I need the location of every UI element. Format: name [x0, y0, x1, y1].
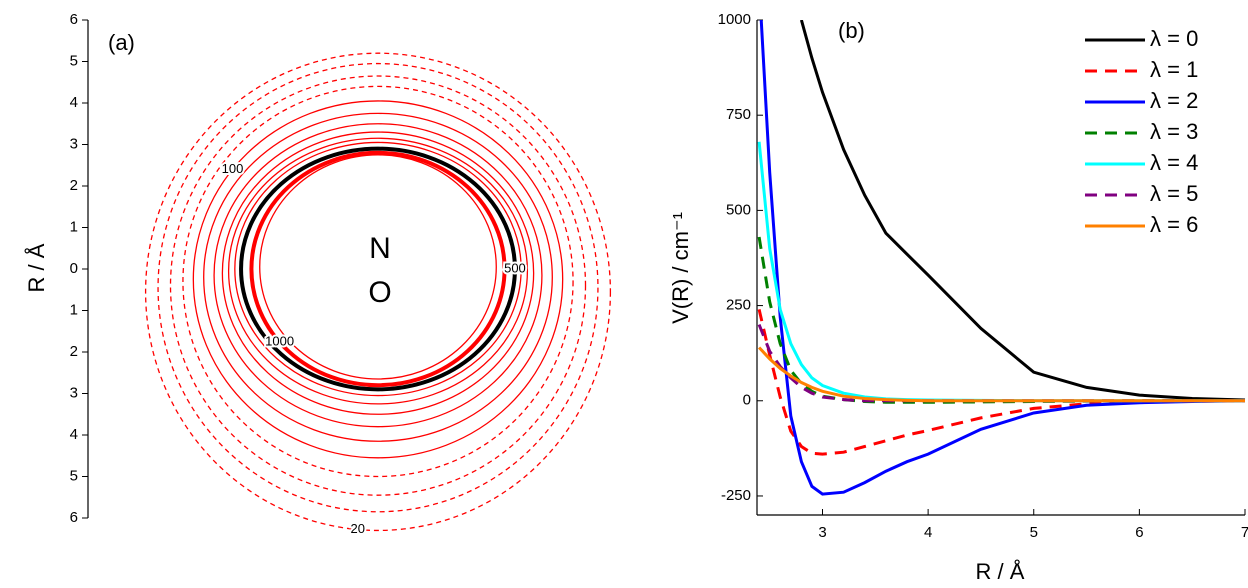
contour-line: [259, 154, 497, 380]
panel-label: (b): [838, 18, 865, 43]
series-line: [759, 20, 1246, 496]
x-tick-label: 7: [1241, 524, 1248, 541]
legend-label: λ = 0: [1150, 26, 1198, 51]
y-tick-label: 5: [70, 467, 78, 484]
contour-line: [144, 52, 612, 532]
y-tick-label: 1: [70, 218, 78, 235]
center-label: N: [369, 232, 391, 265]
y-tick-label: 3: [70, 384, 78, 401]
contour-label: 1000: [265, 334, 294, 349]
legend-label: λ = 2: [1150, 88, 1198, 113]
contour-line: [234, 141, 522, 397]
y-tick-label: 250: [726, 297, 751, 314]
center-label: O: [368, 276, 391, 309]
y-tick-label: 0: [743, 392, 751, 409]
y-tick-label: 6: [70, 11, 78, 28]
y-tick-label: 4: [70, 426, 78, 443]
contour-line: [203, 112, 553, 442]
x-axis-label: R / Å: [976, 559, 1025, 584]
y-tick-label: 1: [70, 301, 78, 318]
contour-line: [249, 150, 507, 388]
y-tick-label: 3: [70, 135, 78, 152]
y-tick-label: 5: [70, 52, 78, 69]
y-axis-label: V(R) / cm⁻¹: [668, 212, 693, 324]
legend-label: λ = 1: [1150, 57, 1198, 82]
contour-label: 100: [222, 161, 244, 176]
panel-label: (a): [108, 30, 135, 55]
legend-label: λ = 3: [1150, 119, 1198, 144]
series-line: [799, 20, 1246, 402]
y-tick-label: 0: [70, 260, 78, 277]
y-axis-label: R / Å: [24, 243, 49, 292]
contour-line: [192, 100, 564, 459]
y-tick-label: 4: [70, 94, 78, 111]
y-tick-label: 1000: [718, 11, 751, 28]
x-tick-label: 3: [818, 524, 826, 541]
contour-line: [221, 131, 535, 415]
legend-label: λ = 5: [1150, 181, 1198, 206]
series-line: [757, 309, 1246, 456]
legend-label: λ = 4: [1150, 150, 1198, 175]
x-tick-label: 6: [1135, 524, 1143, 541]
y-tick-label: 6: [70, 509, 78, 526]
y-tick-label: 2: [70, 343, 78, 360]
panel-a: 6 5 4 3 2 1 0 1 2 3 4 5 6 R / Å (a) 20 100 500 1000 NO: [24, 11, 612, 538]
contour-line: [169, 75, 587, 496]
contour-line: [157, 62, 599, 513]
x-tick-label: 5: [1030, 524, 1038, 541]
series-line: [758, 346, 1245, 403]
legend-label: λ = 6: [1150, 212, 1198, 237]
plot-area: [757, 20, 1246, 496]
contour-line: [239, 146, 517, 392]
y-tick-label: 2: [70, 177, 78, 194]
y-tick-label: 500: [726, 201, 751, 218]
panel-b: -250 0 250 500 750 1000 3 4 5 6 7 (b) R / Å V(R) / cm…: [668, 11, 1248, 584]
y-tick-label: -250: [721, 487, 751, 504]
contour-line: [227, 137, 529, 405]
y-tick-label: 750: [726, 106, 751, 123]
contour-line: [213, 123, 543, 428]
series-line: [757, 236, 1245, 404]
contour-line: [182, 85, 574, 478]
contour-label: 20: [351, 521, 365, 536]
x-tick-label: 4: [924, 524, 932, 541]
contour-label: 500: [504, 260, 526, 275]
